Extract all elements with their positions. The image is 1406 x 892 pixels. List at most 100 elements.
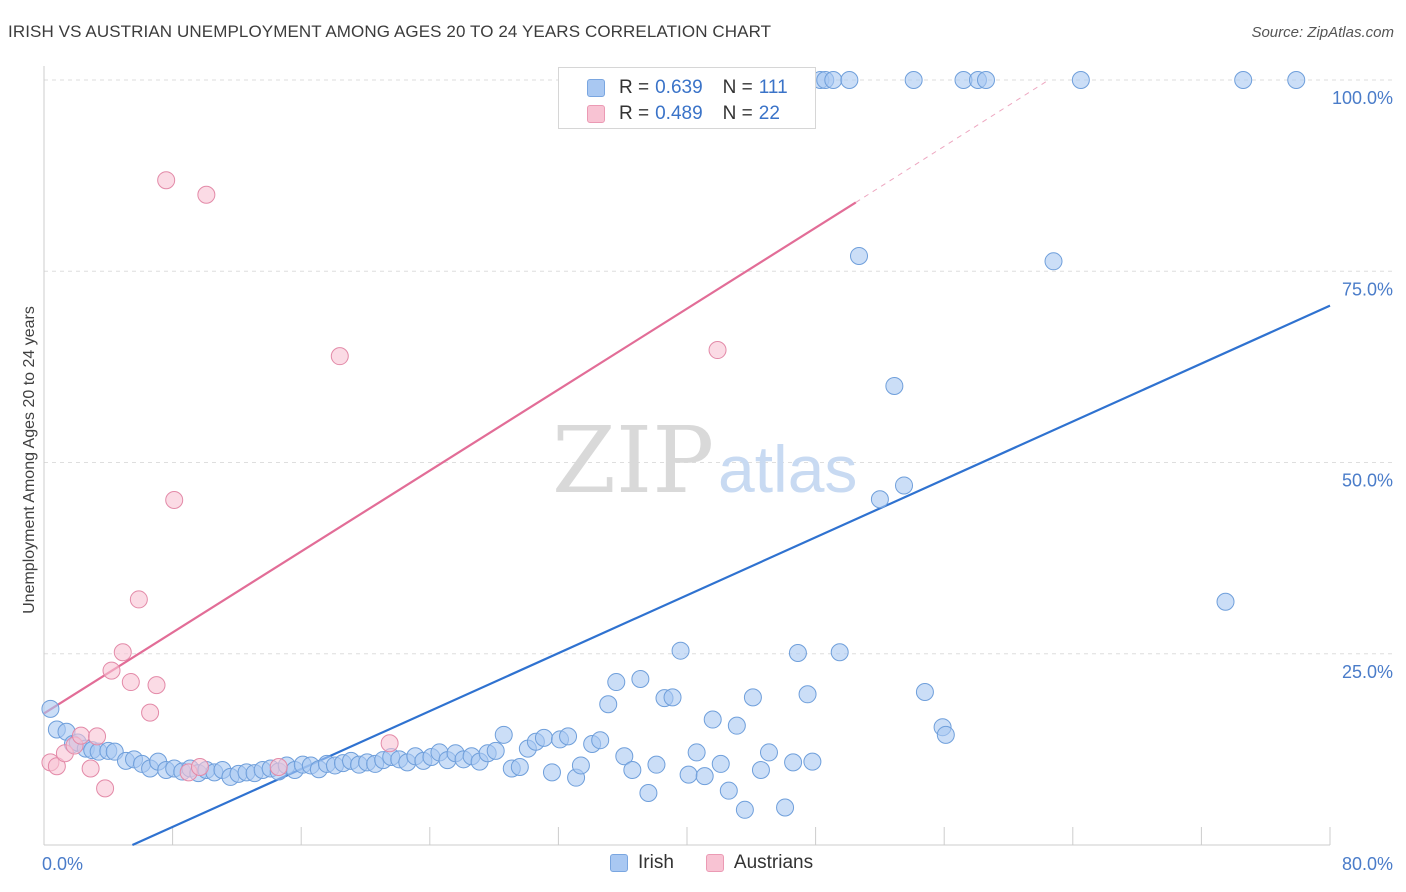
point-austrians xyxy=(708,341,727,360)
data-points xyxy=(41,71,1306,819)
legend-row-austrians: R = 0.489 N = 22 xyxy=(587,102,780,126)
legend-row-irish: R = 0.639 N = 111 xyxy=(587,76,788,100)
x-tick-label: 80.0% xyxy=(1342,854,1393,874)
x-tick-label: 0.0% xyxy=(42,854,83,874)
point-austrians xyxy=(157,171,176,190)
point-irish xyxy=(663,688,682,707)
point-irish xyxy=(695,767,714,786)
bottom-legend-swatch-austrians xyxy=(705,854,724,872)
point-irish xyxy=(679,765,698,784)
chart-title: IRISH VS AUSTRIAN UNEMPLOYMENT AMONG AGE… xyxy=(8,22,772,41)
point-austrians xyxy=(380,734,399,753)
legend-n-label: N = xyxy=(722,103,753,124)
bottom-legend-label-austrians: Austrians xyxy=(733,852,814,873)
legend-r-label: R = xyxy=(619,103,650,124)
point-irish xyxy=(615,747,634,766)
point-irish xyxy=(743,688,762,707)
watermark: ZIP atlas xyxy=(552,407,857,514)
point-irish xyxy=(1234,71,1253,89)
bottom-legend-swatch-irish xyxy=(610,854,628,872)
point-irish xyxy=(850,246,869,265)
point-irish xyxy=(735,800,754,819)
trend-lines xyxy=(43,79,1331,847)
point-irish xyxy=(542,763,561,782)
point-irish xyxy=(534,728,553,747)
point-irish xyxy=(1071,71,1090,89)
point-irish xyxy=(631,669,650,688)
point-irish xyxy=(870,490,889,509)
bottom-legend-label-irish: Irish xyxy=(638,852,674,873)
point-irish xyxy=(639,783,658,802)
point-irish xyxy=(623,761,642,780)
point-irish xyxy=(671,641,690,660)
point-irish xyxy=(591,731,610,750)
point-irish xyxy=(703,710,722,729)
point-irish xyxy=(776,798,795,817)
tick-labels: 25.0% 50.0% 75.0% 100.0% 0.0% 80.0% xyxy=(42,88,1393,874)
point-irish xyxy=(687,743,706,762)
point-irish xyxy=(510,757,529,776)
axes xyxy=(43,66,1331,846)
y-tick-label: 25.0% xyxy=(1342,662,1393,682)
point-irish xyxy=(788,643,807,662)
point-austrians xyxy=(129,590,148,609)
legend-r-label: R = xyxy=(619,77,650,98)
watermark-atlas: atlas xyxy=(718,432,857,506)
point-irish xyxy=(607,673,626,692)
point-irish xyxy=(798,685,817,704)
point-austrians xyxy=(71,726,90,745)
point-austrians xyxy=(147,676,166,695)
point-irish xyxy=(727,716,746,735)
point-irish xyxy=(824,71,843,89)
y-tick-label: 50.0% xyxy=(1342,471,1393,491)
point-austrians xyxy=(141,703,160,722)
y-tick-label: 75.0% xyxy=(1342,279,1393,299)
point-irish xyxy=(647,755,666,774)
point-irish xyxy=(1216,592,1235,611)
point-irish xyxy=(885,377,904,395)
trendline-austrians xyxy=(43,201,857,715)
point-irish xyxy=(599,695,618,714)
trendline-irish xyxy=(131,304,1331,847)
point-austrians xyxy=(88,727,107,746)
y-tick-label: 100.0% xyxy=(1332,88,1393,108)
point-austrians xyxy=(197,185,216,204)
bottom-legend: Irish Austrians xyxy=(610,852,845,874)
point-irish xyxy=(571,756,590,775)
chart-source: Source: ZipAtlas.com xyxy=(1251,24,1394,41)
point-austrians xyxy=(47,757,66,776)
legend-n-value: 22 xyxy=(758,103,780,124)
point-irish xyxy=(904,71,923,89)
point-irish xyxy=(784,753,803,772)
point-austrians xyxy=(190,757,209,776)
point-austrians xyxy=(113,643,132,662)
point-irish xyxy=(751,761,770,780)
bottom-legend-irish: Irish xyxy=(610,852,674,874)
point-irish xyxy=(915,683,934,701)
point-irish xyxy=(936,725,955,744)
point-austrians xyxy=(269,757,288,776)
watermark-zip: ZIP xyxy=(552,407,714,514)
point-irish xyxy=(559,727,578,746)
point-irish xyxy=(895,476,914,495)
trendline-extension-austrians xyxy=(855,79,1049,203)
point-irish xyxy=(719,781,738,800)
point-irish xyxy=(1287,71,1306,89)
point-austrians xyxy=(81,759,100,778)
legend: R = 0.639 N = 111 R = 0.489 N = 22 xyxy=(558,67,816,129)
point-irish xyxy=(494,725,513,744)
point-irish xyxy=(830,643,849,662)
bottom-legend-austrians: Austrians xyxy=(705,852,814,874)
point-irish xyxy=(41,699,60,718)
legend-r-value: 0.639 xyxy=(655,77,703,98)
legend-swatch-austrians xyxy=(587,105,605,123)
legend-swatch-irish xyxy=(587,79,605,97)
legend-n-value: 111 xyxy=(758,77,788,98)
legend-n-label: N = xyxy=(722,77,753,98)
grid-lines xyxy=(44,79,1392,655)
point-irish xyxy=(759,743,778,762)
point-austrians xyxy=(96,779,115,798)
point-irish xyxy=(486,741,505,760)
point-irish xyxy=(840,71,859,89)
